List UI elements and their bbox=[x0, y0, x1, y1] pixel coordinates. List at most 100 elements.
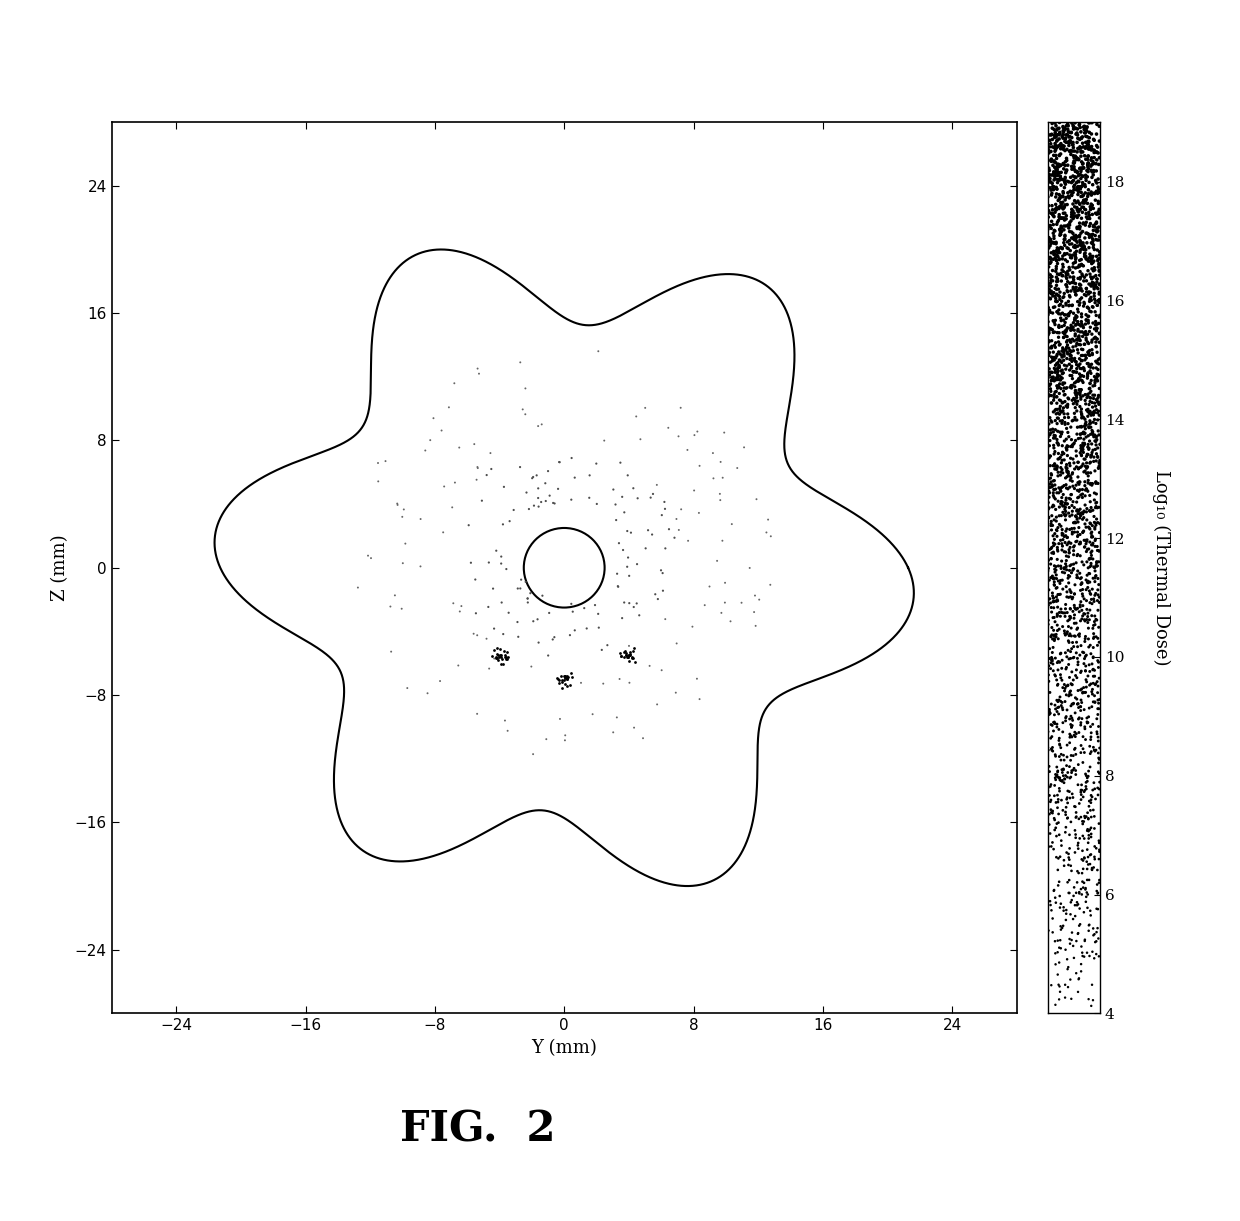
Point bbox=[1048, 652, 1068, 672]
Point bbox=[1071, 350, 1091, 370]
Point bbox=[1087, 541, 1107, 560]
Point bbox=[495, 647, 515, 667]
Point bbox=[1038, 325, 1058, 344]
Point bbox=[1060, 182, 1080, 201]
Point bbox=[1080, 248, 1100, 267]
Point bbox=[1061, 582, 1081, 602]
Point bbox=[1048, 241, 1068, 260]
Point bbox=[1044, 350, 1064, 370]
Point bbox=[1053, 422, 1073, 442]
Point bbox=[1040, 895, 1060, 915]
Point bbox=[1081, 523, 1101, 542]
Point bbox=[1044, 438, 1064, 458]
Point bbox=[1042, 371, 1061, 391]
Point bbox=[1076, 542, 1096, 562]
Point bbox=[1073, 255, 1092, 275]
Point bbox=[1052, 353, 1071, 372]
Point bbox=[1073, 316, 1092, 336]
Point bbox=[1075, 806, 1095, 825]
Point bbox=[516, 573, 536, 592]
Point bbox=[388, 496, 408, 515]
Point bbox=[539, 486, 559, 505]
Point bbox=[1053, 303, 1073, 322]
Point bbox=[1047, 158, 1066, 177]
Point bbox=[1058, 394, 1078, 414]
Point bbox=[618, 465, 637, 485]
Point bbox=[1081, 250, 1101, 270]
Point bbox=[1052, 600, 1071, 619]
Point bbox=[1078, 127, 1097, 147]
Point bbox=[1075, 385, 1095, 404]
Point bbox=[1073, 407, 1092, 426]
Point bbox=[1084, 857, 1104, 877]
Point bbox=[1055, 692, 1075, 712]
Point bbox=[487, 639, 507, 658]
Point bbox=[1065, 739, 1085, 758]
Point bbox=[1050, 557, 1070, 576]
Point bbox=[1061, 989, 1081, 1009]
Point bbox=[1042, 475, 1061, 495]
Point bbox=[1079, 470, 1099, 490]
Point bbox=[1069, 315, 1089, 335]
Point bbox=[714, 422, 734, 442]
Point bbox=[1066, 359, 1086, 379]
Point bbox=[1069, 969, 1089, 989]
Point bbox=[1054, 178, 1074, 198]
Point bbox=[1055, 769, 1075, 789]
Point bbox=[1081, 198, 1101, 217]
Point bbox=[1040, 249, 1060, 269]
Point bbox=[1089, 497, 1109, 516]
Point bbox=[1048, 270, 1068, 289]
Point bbox=[1040, 446, 1060, 465]
Point bbox=[1069, 326, 1089, 346]
Point bbox=[1048, 368, 1068, 387]
Point bbox=[1049, 443, 1069, 463]
Point bbox=[1064, 341, 1084, 360]
Point bbox=[1044, 298, 1064, 317]
Point bbox=[640, 656, 660, 675]
Point bbox=[1042, 183, 1061, 203]
Point bbox=[1064, 746, 1084, 766]
Point bbox=[1056, 576, 1076, 596]
Point bbox=[1054, 118, 1074, 138]
Point bbox=[1090, 308, 1110, 327]
Point bbox=[1078, 298, 1097, 317]
Point bbox=[1065, 197, 1085, 216]
Point bbox=[1064, 147, 1084, 166]
Point bbox=[1060, 448, 1080, 468]
Point bbox=[1049, 189, 1069, 209]
Point bbox=[1089, 354, 1109, 374]
Point bbox=[1073, 596, 1092, 615]
Point bbox=[1086, 212, 1106, 232]
Point bbox=[1060, 341, 1080, 360]
Point bbox=[1070, 829, 1090, 849]
Point bbox=[1045, 524, 1065, 543]
Point bbox=[1080, 431, 1100, 451]
Point bbox=[1056, 797, 1076, 817]
Point bbox=[608, 564, 627, 584]
Point bbox=[1063, 923, 1083, 943]
Point bbox=[667, 634, 687, 653]
Point bbox=[1078, 147, 1097, 166]
Point bbox=[760, 575, 780, 595]
Point bbox=[1053, 763, 1073, 783]
Point bbox=[1054, 324, 1074, 343]
Point bbox=[1066, 764, 1086, 784]
Point bbox=[1075, 480, 1095, 499]
Point bbox=[1054, 901, 1074, 921]
Point bbox=[1042, 464, 1061, 484]
Point bbox=[1069, 182, 1089, 201]
Point bbox=[619, 647, 639, 667]
Point bbox=[1058, 239, 1078, 259]
Point bbox=[1055, 230, 1075, 249]
Point bbox=[1048, 762, 1068, 781]
Point bbox=[1044, 808, 1064, 828]
Point bbox=[1083, 535, 1102, 554]
Point bbox=[1079, 205, 1099, 225]
Point bbox=[1045, 261, 1065, 281]
Point bbox=[1048, 653, 1068, 673]
Point bbox=[1063, 648, 1083, 668]
Point bbox=[1048, 540, 1068, 559]
Point bbox=[1079, 159, 1099, 178]
Point bbox=[1065, 575, 1085, 595]
